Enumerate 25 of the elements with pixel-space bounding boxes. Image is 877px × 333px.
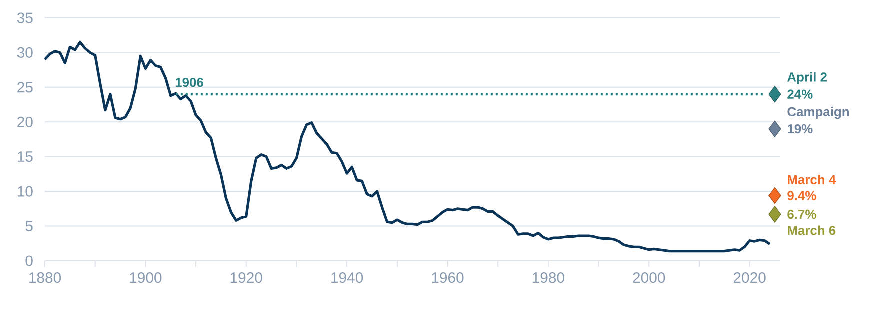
series-label: March 4 <box>788 174 836 184</box>
x-tick-label: 1980 <box>532 272 564 284</box>
x-tick-label: 2020 <box>734 272 766 284</box>
series-label: March 6 <box>788 226 836 236</box>
y-tick-label: 30 <box>17 47 33 58</box>
y-tick-label: 0 <box>26 256 33 266</box>
y-tick-label: 15 <box>18 152 33 162</box>
y-tick-label: 25 <box>18 82 33 93</box>
x-tick-label: 2000 <box>633 272 666 284</box>
data-label: 19% <box>788 124 813 134</box>
series-label: Campaign <box>788 107 849 120</box>
y-tick-label: 5 <box>26 221 33 232</box>
x-tick-label: 1900 <box>130 272 162 284</box>
data-label: 6.7% <box>788 210 816 220</box>
series-label: April 2 <box>788 72 827 84</box>
y-tick-label: 10 <box>18 186 33 197</box>
y-tick-label: 20 <box>18 116 33 128</box>
data-label: 9.4% <box>788 191 816 200</box>
x-tick-label: 1880 <box>30 272 62 284</box>
annotation: 1906 <box>176 78 204 88</box>
data-label: 24% <box>788 90 813 99</box>
x-tick-label: 1940 <box>332 272 364 284</box>
y-tick-label: 35 <box>17 12 33 24</box>
x-tick-label: 1960 <box>432 272 464 284</box>
x-tick-label: 1920 <box>230 272 262 284</box>
